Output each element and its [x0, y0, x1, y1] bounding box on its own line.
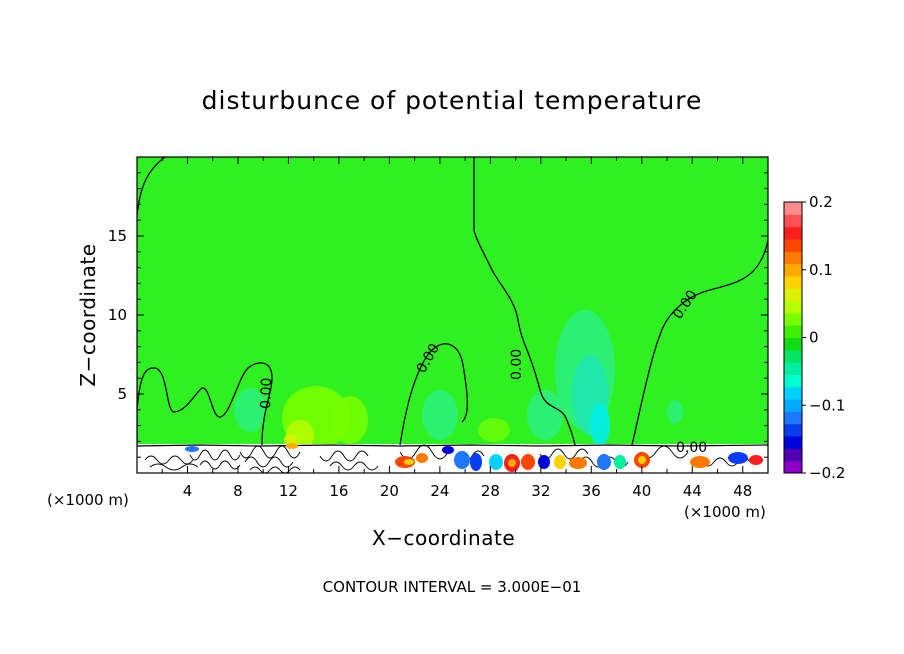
x-tick-label: 28 — [481, 482, 500, 500]
x-tick-label: 36 — [582, 482, 601, 500]
colorbar-swatch — [784, 349, 802, 363]
colorbar-swatch — [784, 263, 802, 277]
x-tick-label: 44 — [683, 482, 702, 500]
x-tick-label: 20 — [380, 482, 399, 500]
anomaly-cool — [667, 400, 683, 424]
colorbar-swatch — [784, 300, 802, 314]
x-tick-label: 40 — [632, 482, 651, 500]
y-axis-label: Z−coordinate — [76, 243, 100, 387]
x-tick-label: 12 — [279, 482, 298, 500]
contour-zero-top-left — [137, 157, 166, 216]
anomaly-cool — [422, 390, 458, 440]
x-tick-label: 4 — [183, 482, 193, 500]
colorbar-swatch — [784, 202, 802, 215]
anomaly-warm — [284, 434, 296, 446]
x-tick-label: 16 — [329, 482, 348, 500]
colorbar-swatch — [784, 411, 802, 425]
x-axis-label: X−coordinate — [372, 526, 516, 550]
colorbar-swatch — [784, 238, 802, 252]
y-tick-label: 15 — [108, 227, 127, 245]
y-axis-ticks: 5 10 15 — [108, 172, 768, 458]
colorbar-swatch — [784, 386, 802, 400]
contour-label: 0.00 — [676, 440, 707, 456]
x-tick-label: 24 — [430, 482, 449, 500]
contour-label: 0.00 — [258, 377, 275, 409]
chart-title: disturbunce of potential temperature — [201, 86, 703, 115]
colorbar-swatch — [784, 214, 802, 228]
surface-anomalies — [185, 443, 763, 472]
x-tick-label: 8 — [233, 482, 243, 500]
colorbar-swatch — [784, 337, 802, 351]
contour-label: 0.00 — [509, 349, 525, 380]
contour-zero-right-top — [631, 239, 768, 446]
colorbar-swatch — [784, 423, 802, 437]
colorbar-swatch — [784, 312, 802, 326]
colorbar-swatch — [784, 226, 802, 240]
colorbar-tick-label: 0.1 — [809, 261, 833, 279]
x-axis-unit-right: (×1000 m) — [684, 503, 766, 521]
colorbar-swatch — [784, 460, 802, 474]
contour-zero-plume-2 — [399, 343, 469, 446]
boundary-layer-top — [137, 444, 768, 447]
colorbar-swatch — [784, 436, 802, 449]
contour-zero-plume-1 — [137, 362, 273, 446]
colorbar-swatch — [784, 251, 802, 265]
y-tick-label: 10 — [108, 306, 127, 324]
colorbar: 0.2 0.1 0 −0.1 −0.2 — [783, 193, 845, 482]
contour-interval-note: CONTOUR INTERVAL = 3.000E−01 — [322, 578, 582, 596]
anomaly-cool — [590, 403, 610, 447]
colorbar-swatch — [784, 362, 802, 375]
x-axis-ticks: 4 8 12 16 20 24 28 32 36 40 44 48 — [161, 157, 752, 500]
colorbar-tick-label: 0.2 — [809, 193, 833, 211]
colorbar-swatch — [784, 448, 802, 462]
colorbar-tick-label: −0.1 — [809, 396, 845, 414]
y-tick-label: 5 — [117, 385, 127, 403]
colorbar-swatch — [784, 399, 802, 412]
x-axis-unit-left: (×1000 m) — [47, 491, 129, 509]
x-tick-label: 32 — [531, 482, 550, 500]
anomaly-cool — [234, 388, 266, 432]
colorbar-tick-label: −0.2 — [809, 464, 845, 482]
zero-contours — [137, 157, 768, 446]
anomaly-warm — [332, 396, 368, 444]
anomaly-cool — [527, 390, 563, 440]
colorbar-swatch — [784, 325, 802, 338]
contour-zero-right-boundary — [473, 157, 576, 446]
anomaly-warm — [478, 418, 510, 442]
colorbar-swatch — [784, 374, 802, 388]
colorbar-swatch — [784, 288, 802, 302]
x-tick-label: 48 — [733, 482, 752, 500]
colorbar-swatch — [784, 275, 802, 289]
colorbar-tick-label: 0 — [809, 329, 819, 347]
